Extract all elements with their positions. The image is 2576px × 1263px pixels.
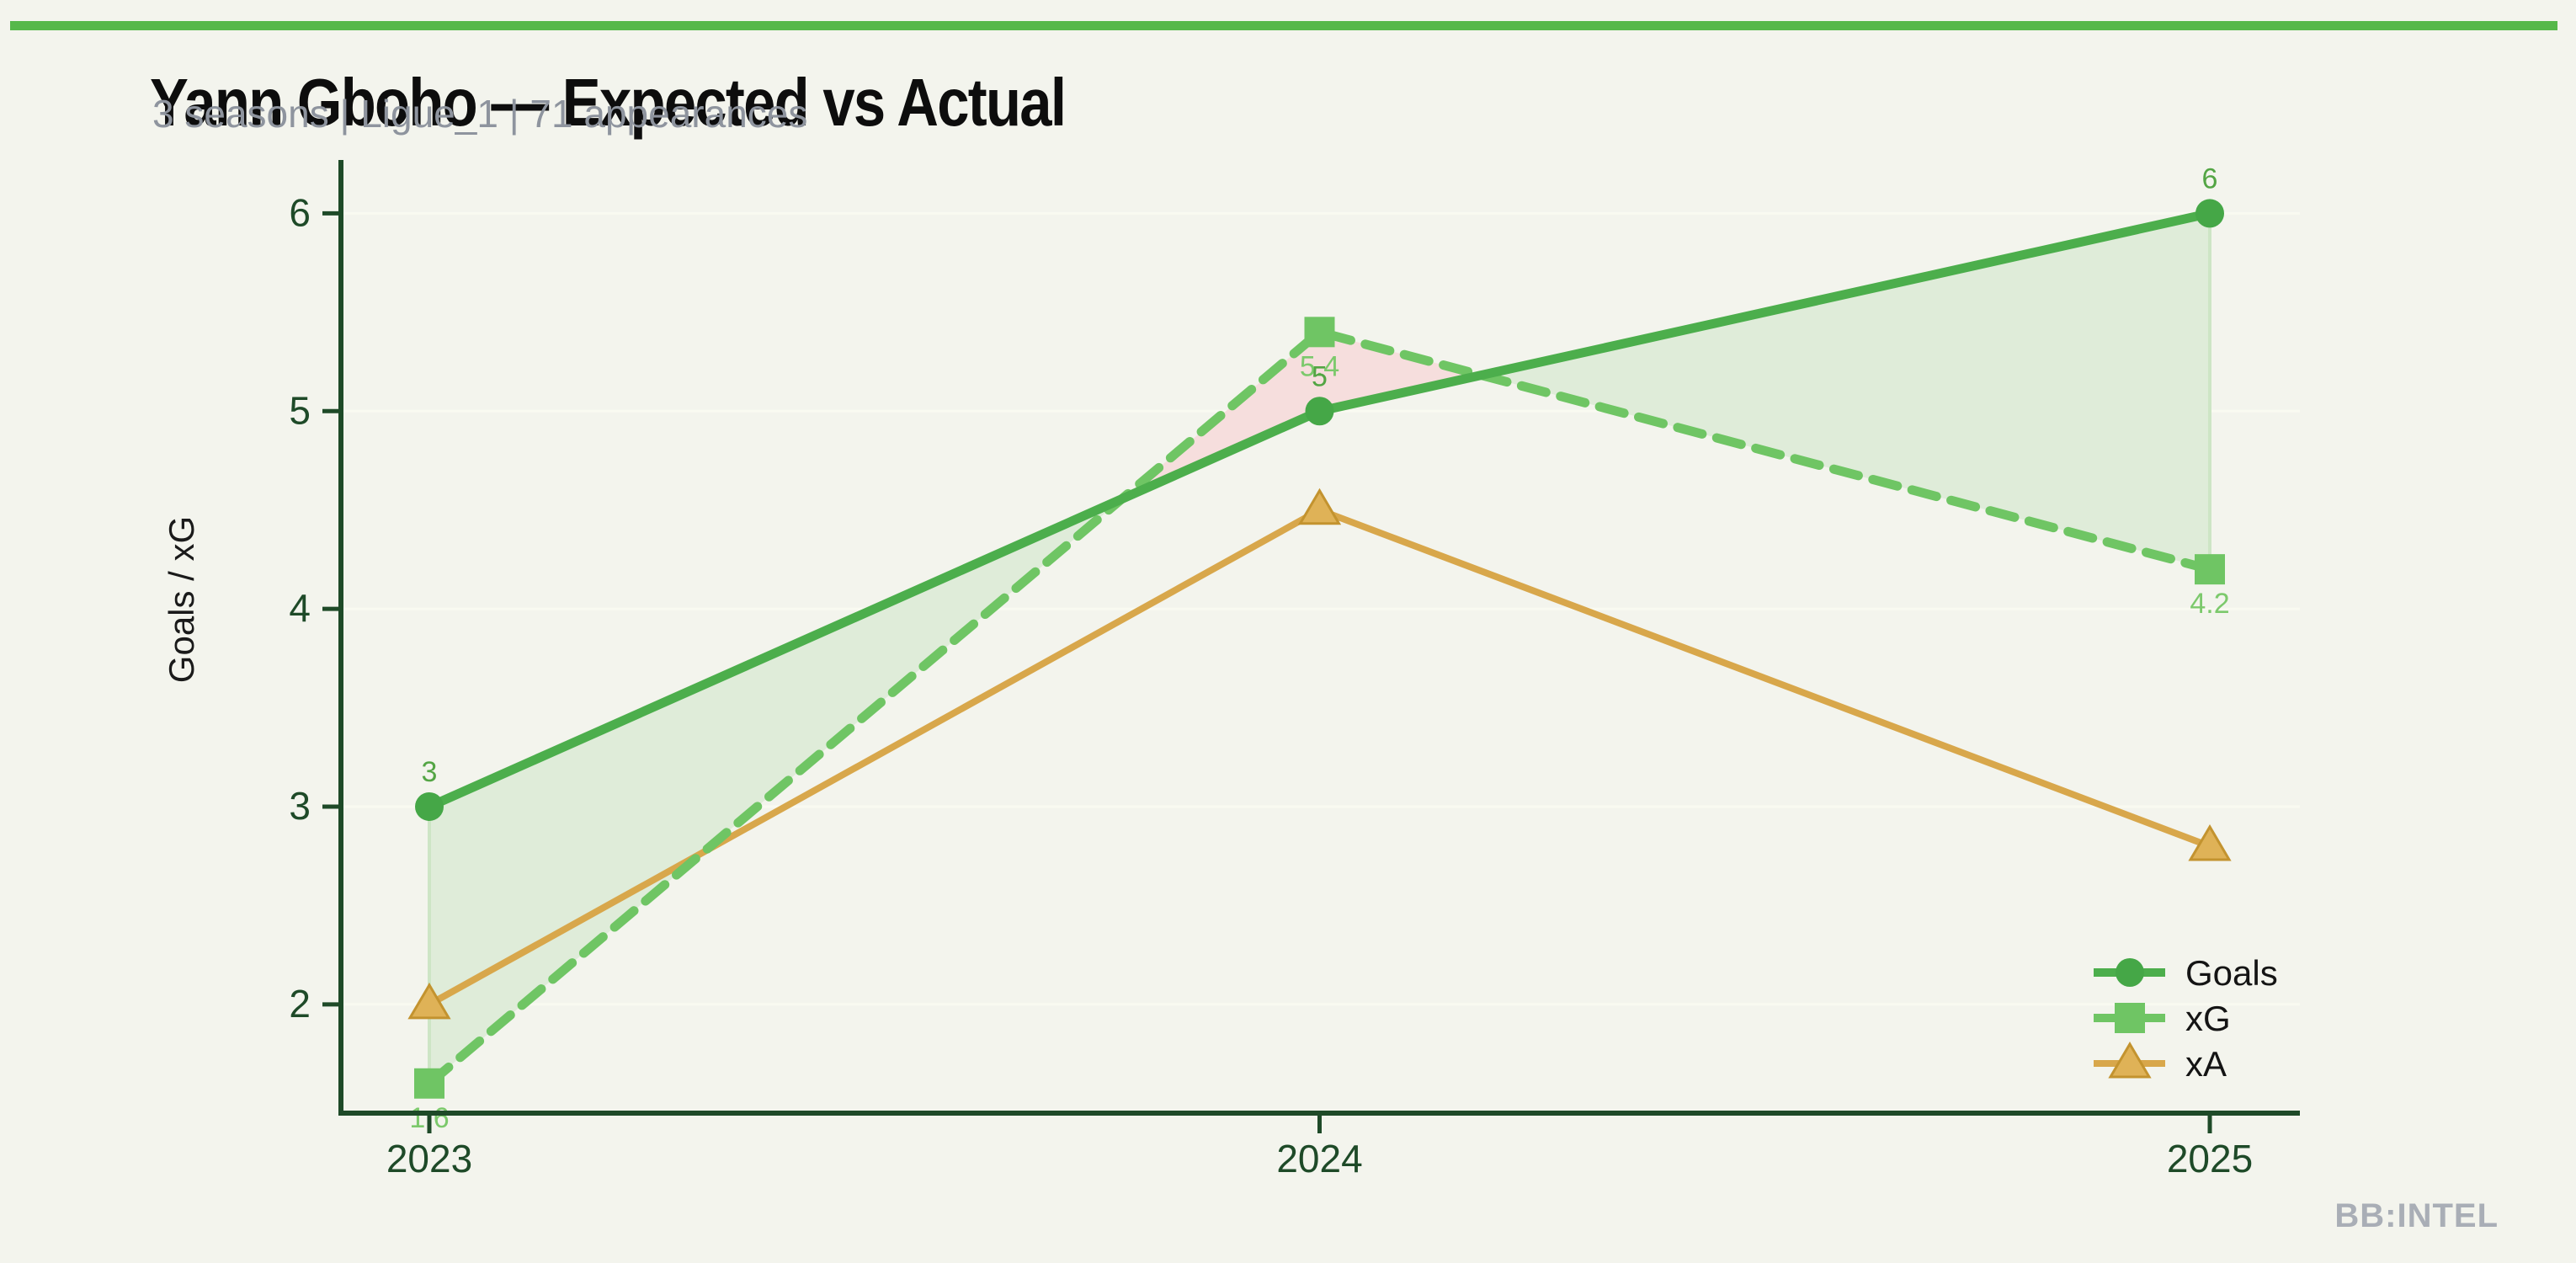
xg-point-marker [1304,317,1335,348]
legend-item-xg: xG [2094,999,2231,1038]
series-xg: 1.65.44.2 [409,317,2230,1134]
goals-point-marker [1305,397,1334,426]
page-subtitle: 3 seasons | Ligue_1 | 71 appearances [152,92,808,136]
watermark-logo: BB:INTEL [2334,1197,2499,1234]
y-tick-label: 4 [289,586,311,630]
xg-point-marker [414,1068,444,1099]
x-tick-label: 2023 [386,1137,472,1180]
xa-point-marker [2108,1042,2152,1079]
point-label-goals: 3 [422,756,438,788]
y-tick-label: 5 [289,388,311,432]
xa-point-marker [407,982,451,1020]
legend-item-goals: Goals [2094,953,2278,993]
y-tick-label: 2 [289,982,311,1026]
legend-label: xG [2185,999,2231,1038]
point-label-xg: 5.4 [1300,350,1339,382]
goals-point-marker [2195,199,2224,228]
series-xa [407,488,2232,1020]
legend: Goals xG xA [2094,953,2278,1084]
accent-bar [10,21,2557,30]
axes: 2 3 4 5 6 2023 2024 2025 [289,160,2300,1180]
fill-region-goals-above [1481,213,2210,570]
legend-item-xa: xA [2094,1042,2227,1084]
x-tick-label: 2024 [1276,1137,1362,1180]
xg-point-marker [2195,554,2225,585]
legend-label: xA [2185,1044,2227,1084]
goals-point-marker [415,791,444,821]
page-title: Yann Gboho — Expected vs Actual [150,64,1067,140]
series-goals: 3 5 6 [415,163,2224,821]
point-label-goals: 5 [1312,360,1328,392]
xa-point-marker [2188,823,2232,861]
y-tick-label: 6 [289,190,311,234]
goals-point-marker [2116,958,2144,987]
y-tick-label: 3 [289,784,311,828]
xa-point-marker [1297,488,1342,525]
x-tick-label: 2025 [2167,1137,2253,1180]
series-line-xg [424,327,2215,1089]
point-label-xg: 4.2 [2190,588,2229,620]
point-label-goals: 6 [2202,163,2218,195]
y-axis-title: Goals / xG [162,516,201,683]
legend-label: Goals [2185,953,2278,993]
xg-point-marker [2115,1003,2145,1033]
